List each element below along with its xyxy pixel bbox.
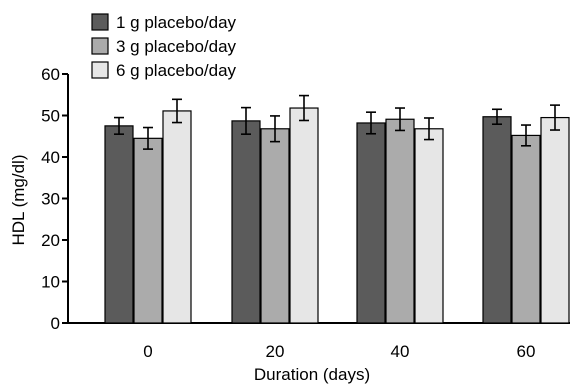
y-tick-label: 0	[51, 314, 60, 333]
bar	[133, 137, 163, 324]
y-axis-title: HDL (mg/dl)	[9, 155, 28, 246]
bar	[162, 110, 192, 324]
x-tick-label: 40	[391, 342, 410, 361]
legend-label: 1 g placebo/day	[116, 13, 237, 32]
x-axis-title: Duration (days)	[254, 365, 370, 384]
x-tick-label: 20	[266, 342, 285, 361]
bar	[482, 116, 512, 324]
bar	[289, 107, 319, 324]
y-axis: 0 10 20 30 40 50 60	[41, 65, 69, 333]
x-axis: 0 20 40 60	[68, 322, 570, 361]
bar	[511, 134, 541, 324]
x-tick-label: 60	[517, 342, 536, 361]
bar	[385, 118, 415, 324]
bars	[104, 94, 570, 324]
bar	[540, 116, 570, 324]
legend-swatch	[91, 61, 109, 79]
legend: 1 g placebo/day 3 g placebo/day 6 g placeb…	[91, 13, 237, 80]
y-tick-label: 60	[41, 65, 60, 84]
legend-label: 6 g placebo/day	[116, 61, 237, 80]
bar	[231, 120, 261, 324]
y-tick-label: 50	[41, 107, 60, 126]
legend-swatch	[91, 37, 109, 55]
legend-label: 3 g placebo/day	[116, 37, 237, 56]
bar	[356, 122, 386, 324]
y-tick-label: 10	[41, 273, 60, 292]
bar	[414, 128, 444, 324]
legend-swatch	[91, 13, 109, 31]
x-tick-label: 0	[143, 342, 152, 361]
bar	[104, 125, 134, 324]
y-tick-label: 40	[41, 148, 60, 167]
bar	[260, 128, 290, 324]
y-tick-label: 20	[41, 231, 60, 250]
y-tick-label: 30	[41, 190, 60, 209]
